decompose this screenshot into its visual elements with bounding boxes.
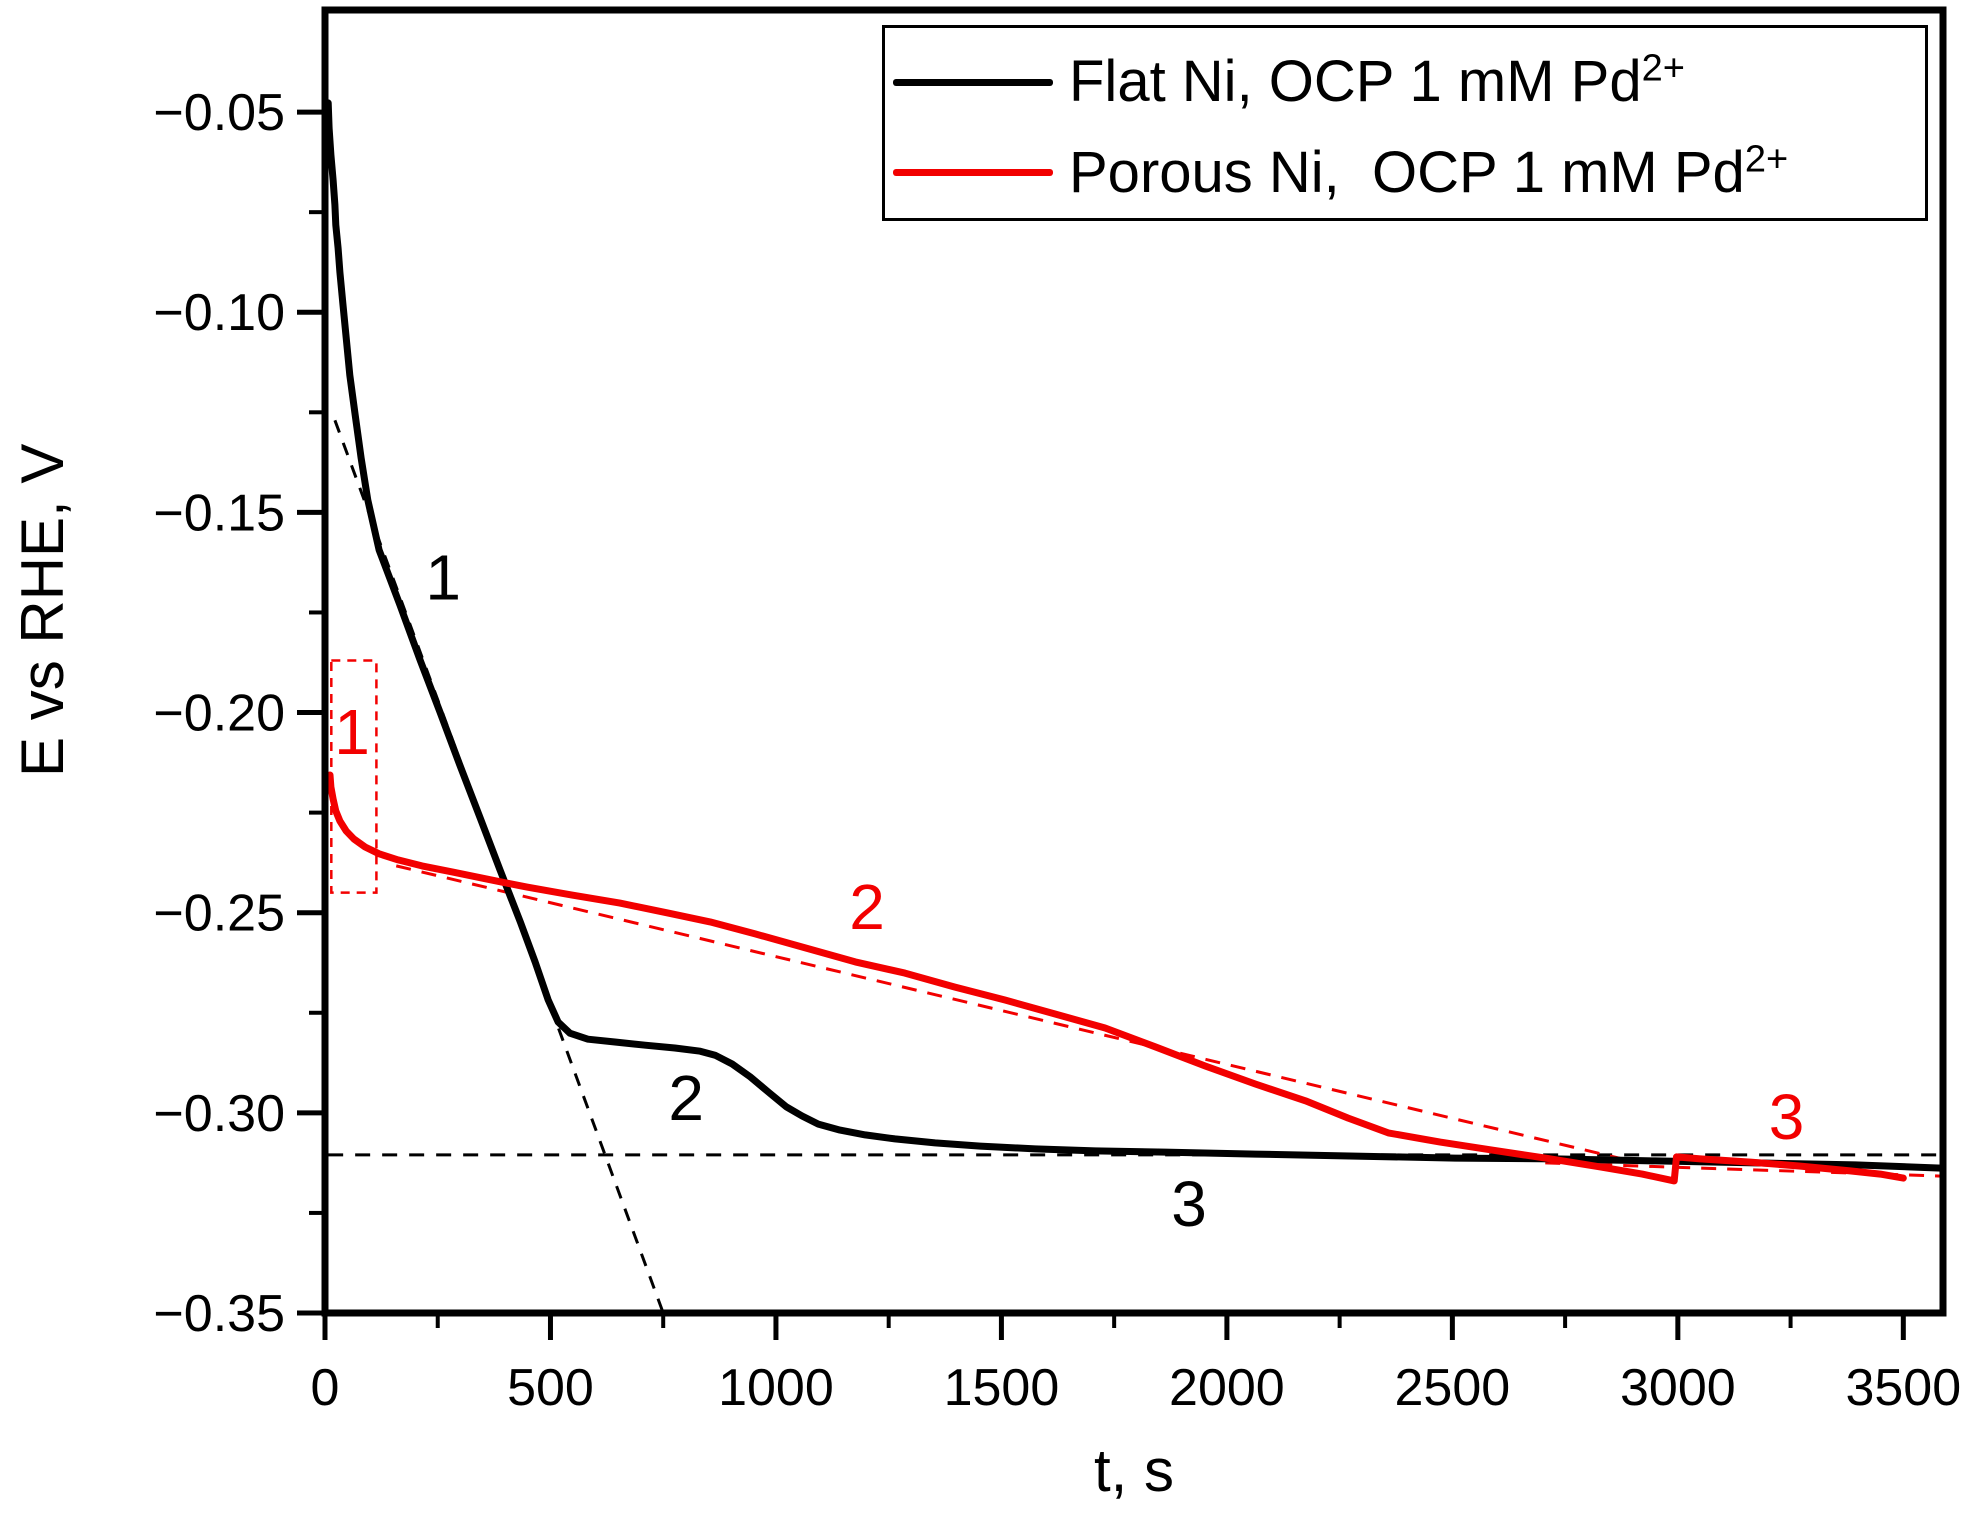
porous-ni-region3-tangent xyxy=(1545,1161,1942,1178)
x-tick-label: 3500 xyxy=(1845,1359,1961,1417)
stage-label: 1 xyxy=(334,696,370,768)
series-line-flat-ni xyxy=(324,99,1945,1172)
stage-annotations: 1 2 3 1 2 3 xyxy=(334,541,1804,1239)
y-tick-label: −0.30 xyxy=(153,1085,285,1143)
series-line-porous-ni xyxy=(326,771,1907,1185)
y-tick-label: −0.05 xyxy=(153,84,285,142)
x-tick-label: 500 xyxy=(507,1359,594,1417)
y-tick-label: −0.35 xyxy=(153,1285,285,1343)
stage-label: 2 xyxy=(668,1062,704,1134)
y-axis-title: E vs RHE, V xyxy=(9,443,76,777)
x-tick-label: 3000 xyxy=(1620,1359,1736,1417)
x-tick-label: 1000 xyxy=(718,1359,834,1417)
legend-box: Flat Ni, OCP 1 mM Pd2+ Porous Ni, OCP 1 … xyxy=(882,25,1928,221)
stage-label: 3 xyxy=(1171,1168,1207,1240)
axis-ticks: 0 500 1000 1500 2000 2500 3000 3500 −0.05 −0.10 −0… xyxy=(153,84,1961,1417)
y-tick-label: −0.20 xyxy=(153,685,285,743)
stage-label: 3 xyxy=(1769,1081,1805,1153)
x-tick-label: 0 xyxy=(311,1359,340,1417)
legend-item-porous-ni: Porous Ni, OCP 1 mM Pd2+ xyxy=(885,128,1925,219)
x-tick-label: 2500 xyxy=(1395,1359,1511,1417)
plot-frame xyxy=(321,6,1947,1317)
legend-item-flat-ni: Flat Ni, OCP 1 mM Pd2+ xyxy=(885,37,1925,128)
flat-ni-region1-tangent xyxy=(333,419,665,1314)
guide-lines xyxy=(328,419,1942,1314)
legend-label-porous-ni: Porous Ni, OCP 1 mM Pd2+ xyxy=(1069,140,1788,202)
x-axis-title: t, s xyxy=(1093,1437,1174,1504)
y-tick-label: −0.25 xyxy=(153,885,285,943)
y-tick-label: −0.15 xyxy=(153,484,285,542)
porous-ni-line-swatch xyxy=(893,169,1053,177)
data-series xyxy=(324,99,1945,1185)
frame xyxy=(321,6,1947,1317)
porous-ni-region2-tangent xyxy=(395,864,1631,1163)
x-tick-label: 2000 xyxy=(1169,1359,1285,1417)
stage-label: 2 xyxy=(849,871,885,943)
legend-label-text: Flat Ni, OCP 1 mM Pd xyxy=(1069,49,1642,115)
x-tick-label: 1500 xyxy=(944,1359,1060,1417)
stage-label: 1 xyxy=(425,541,461,613)
legend-label-superscript: 2+ xyxy=(1641,47,1685,90)
y-tick-label: −0.10 xyxy=(153,284,285,342)
legend-label-superscript: 2+ xyxy=(1744,138,1789,181)
legend-label-text: Porous Ni, OCP 1 mM Pd xyxy=(1069,139,1745,205)
flat-ni-line-swatch xyxy=(893,78,1053,86)
legend-label-flat-ni: Flat Ni, OCP 1 mM Pd2+ xyxy=(1069,50,1685,111)
